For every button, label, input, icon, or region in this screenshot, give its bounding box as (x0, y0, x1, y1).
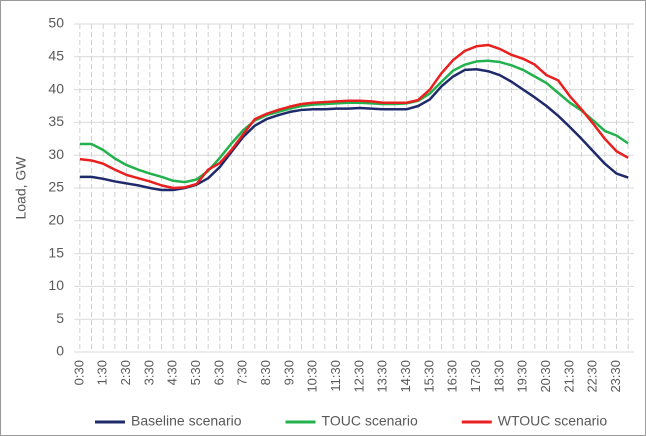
x-tick-label: 22:30 (585, 360, 600, 393)
y-tick-label: 0 (56, 343, 64, 359)
x-tick-label: 14:30 (398, 360, 413, 393)
y-tick-label: 35 (48, 113, 64, 129)
y-tick-label: 20 (48, 212, 64, 228)
y-tick-label: 40 (48, 80, 64, 96)
x-tick-label: 17:30 (468, 360, 483, 393)
x-tick-label: 0:30 (71, 360, 86, 385)
x-tick-label: 9:30 (281, 360, 296, 385)
y-tick-label: 30 (48, 146, 64, 162)
x-tick-label: 6:30 (211, 360, 226, 385)
y-axis-label: Load, GW (13, 156, 29, 220)
legend-label: WTOUC scenario (498, 413, 608, 429)
x-tick-label: 18:30 (491, 360, 506, 393)
x-tick-label: 13:30 (375, 360, 390, 393)
x-tick-label: 20:30 (538, 360, 553, 393)
x-tick-label: 10:30 (305, 360, 320, 393)
x-tick-label: 8:30 (258, 360, 273, 385)
x-tick-label: 16:30 (445, 360, 460, 393)
x-tick-label: 1:30 (95, 360, 110, 385)
y-tick-label: 25 (48, 179, 64, 195)
x-tick-label: 15:30 (421, 360, 436, 393)
x-tick-label: 11:30 (328, 360, 343, 392)
y-tick-label: 15 (48, 244, 64, 260)
y-tick-label: 5 (56, 310, 64, 326)
y-tick-label: 50 (48, 15, 64, 31)
series-line (79, 68, 629, 192)
legend-label: TOUC scenario (322, 413, 418, 429)
x-tick-label: 4:30 (165, 360, 180, 385)
x-tick-label: 21:30 (561, 360, 576, 393)
y-tick-label: 45 (48, 48, 64, 64)
x-tick-label: 19:30 (515, 360, 530, 393)
series-line (79, 59, 629, 184)
x-tick-label: 5:30 (188, 360, 203, 385)
x-tick-label: 3:30 (141, 360, 156, 385)
series-line (79, 43, 629, 190)
x-tick-label: 23:30 (608, 360, 623, 393)
y-tick-label: 10 (48, 277, 64, 293)
x-tick-label: 12:30 (351, 360, 366, 393)
x-tick-label: 2:30 (118, 360, 133, 385)
x-tick-label: 7:30 (235, 360, 250, 385)
legend-label: Baseline scenario (131, 413, 242, 429)
